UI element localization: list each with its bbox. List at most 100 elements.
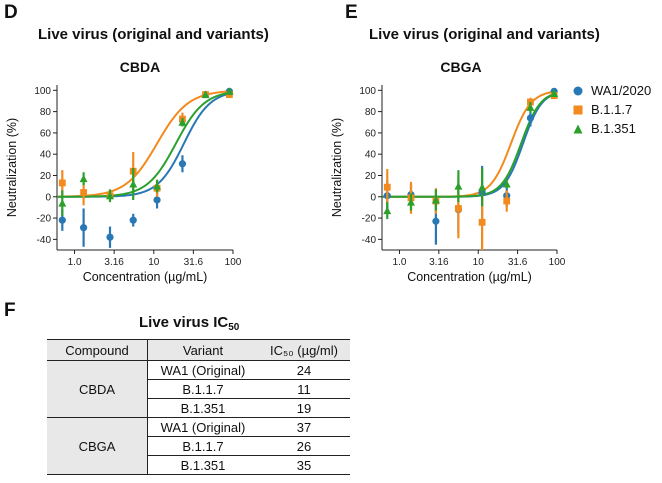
data-point <box>406 198 415 206</box>
x-tick-label: 1.0 <box>68 257 82 268</box>
data-point <box>105 191 114 200</box>
data-point <box>129 216 137 224</box>
x-tick-label: 31.6 <box>508 257 528 268</box>
y-tick-label: 20 <box>365 171 377 182</box>
variant-cell: WA1 (Original) <box>147 360 258 380</box>
table-row: B.1.1.7 26 <box>47 436 350 456</box>
data-point <box>432 217 440 225</box>
compound-cell: CBDA <box>47 360 148 418</box>
data-point <box>58 216 66 224</box>
data-point <box>383 183 391 191</box>
legend-item-b1351: B.1.351 <box>571 119 651 138</box>
table-row: B.1.351 35 <box>47 455 350 475</box>
chart-cbga: CBGA -40 -20 0 20 40 60 80 100 1.0 3.16 10 31.6 100 Co… <box>330 59 566 284</box>
legend-label: B.1.1.7 <box>591 102 633 117</box>
y-tick-label: -20 <box>37 214 52 225</box>
data-point <box>201 90 210 99</box>
ic50-value-cell: 35 <box>258 455 350 475</box>
y-tick-label: 0 <box>370 192 376 203</box>
panel-d-heading: Live virus (original and variants) <box>38 26 269 43</box>
data-point <box>526 114 535 122</box>
legend-item-wa1: WA1/2020 <box>571 81 651 100</box>
ic50-table: Compound Variant IC₅₀ (µg/ml) CBDA WA1 (… <box>47 339 350 475</box>
y-tick-label: 80 <box>365 107 377 118</box>
data-point <box>58 199 67 207</box>
table-row: CBGA WA1 (Original) 37 <box>47 417 350 475</box>
data-point <box>153 182 162 190</box>
triangle-marker-icon <box>571 124 585 134</box>
data-point <box>153 196 161 204</box>
ic50-value-cell: 19 <box>258 398 350 418</box>
y-tick-label: 40 <box>365 150 377 161</box>
data-point <box>383 206 392 215</box>
x-tick-label: 3.16 <box>104 257 124 268</box>
data-point <box>80 189 87 196</box>
data-point <box>178 160 187 168</box>
data-point <box>79 224 88 232</box>
y-tick-label: -20 <box>362 214 377 225</box>
y-tick-label: 80 <box>40 107 52 118</box>
legend-label: B.1.351 <box>591 121 636 136</box>
data-point <box>526 103 535 111</box>
x-tick-label: 100 <box>225 257 242 268</box>
table-row: CBDA WA1 (Original) 24 <box>47 360 350 418</box>
y-tick-label: 0 <box>45 192 51 203</box>
y-tick-label: 100 <box>34 86 51 97</box>
variant-cell: WA1 (Original) <box>147 417 258 437</box>
data-point <box>58 179 66 187</box>
data-point <box>225 87 234 95</box>
compound-cell: CBGA <box>47 417 148 475</box>
column-header-compound: Compound <box>47 339 148 361</box>
chart-title: CBGA <box>440 59 481 75</box>
variant-cell: B.1.351 <box>147 455 258 475</box>
panel-letter-e: E <box>345 2 358 23</box>
y-axis-label: Neutralization (%) <box>5 118 19 217</box>
x-axis-label: Concentration (µg/mL) <box>407 270 532 284</box>
x-tick-label: 31.6 <box>184 257 204 268</box>
data-point <box>455 205 462 212</box>
data-point <box>79 174 88 183</box>
variant-cell: B.1.351 <box>147 398 258 418</box>
x-tick-label: 10 <box>148 257 160 268</box>
legend-item-b117: B.1.1.7 <box>571 100 651 119</box>
data-point <box>431 195 440 204</box>
table-row: B.1.1.7 11 <box>47 379 350 399</box>
y-tick-label: 60 <box>365 128 377 139</box>
y-axis-label: Neutralization (%) <box>330 118 344 217</box>
data-point <box>129 180 138 188</box>
circle-marker-icon <box>571 86 585 96</box>
chart-cbda: CBDA -40 -20 0 20 40 60 80 100 1.0 3.16 10 31.6 100 Co… <box>5 59 242 284</box>
data-point <box>478 218 486 226</box>
y-tick-label: 20 <box>40 171 52 182</box>
panel-f-heading: Live virus IC50 <box>139 314 240 333</box>
panel-e-heading: Live virus (original and variants) <box>369 26 600 43</box>
x-tick-label: 10 <box>473 257 485 268</box>
data-point <box>550 89 559 98</box>
y-tick-label: -40 <box>362 235 377 246</box>
x-axis-label: Concentration (µg/mL) <box>83 270 208 284</box>
x-tick-label: 1.0 <box>393 257 407 268</box>
y-tick-label: 40 <box>40 150 52 161</box>
column-header-variant: Variant <box>147 339 258 361</box>
variant-cell: B.1.1.7 <box>147 379 258 399</box>
ic50-value-cell: 37 <box>258 417 350 437</box>
ic50-value-cell: 11 <box>258 379 350 399</box>
table-row: B.1.351 19 <box>47 398 350 418</box>
x-tick-label: 3.16 <box>429 257 449 268</box>
data-point <box>178 118 187 126</box>
ic50-value-cell: 24 <box>258 360 350 380</box>
y-tick-label: -40 <box>37 235 52 246</box>
data-point <box>454 182 463 190</box>
ic50-value-cell: 26 <box>258 436 350 456</box>
data-point <box>478 183 487 191</box>
table-header-row: Compound Variant IC₅₀ (µg/ml) <box>47 339 350 361</box>
chart-legend: WA1/2020 B.1.1.7 B.1.351 <box>571 81 651 138</box>
square-marker-icon <box>571 105 585 115</box>
column-header-ic50: IC₅₀ (µg/ml) <box>258 339 350 361</box>
fit-curve-b-1-351 <box>56 91 234 198</box>
data-point <box>502 180 511 188</box>
y-tick-label: 100 <box>359 86 376 97</box>
legend-label: WA1/2020 <box>591 83 652 98</box>
x-tick-label: 100 <box>549 257 566 268</box>
data-point <box>503 197 511 205</box>
